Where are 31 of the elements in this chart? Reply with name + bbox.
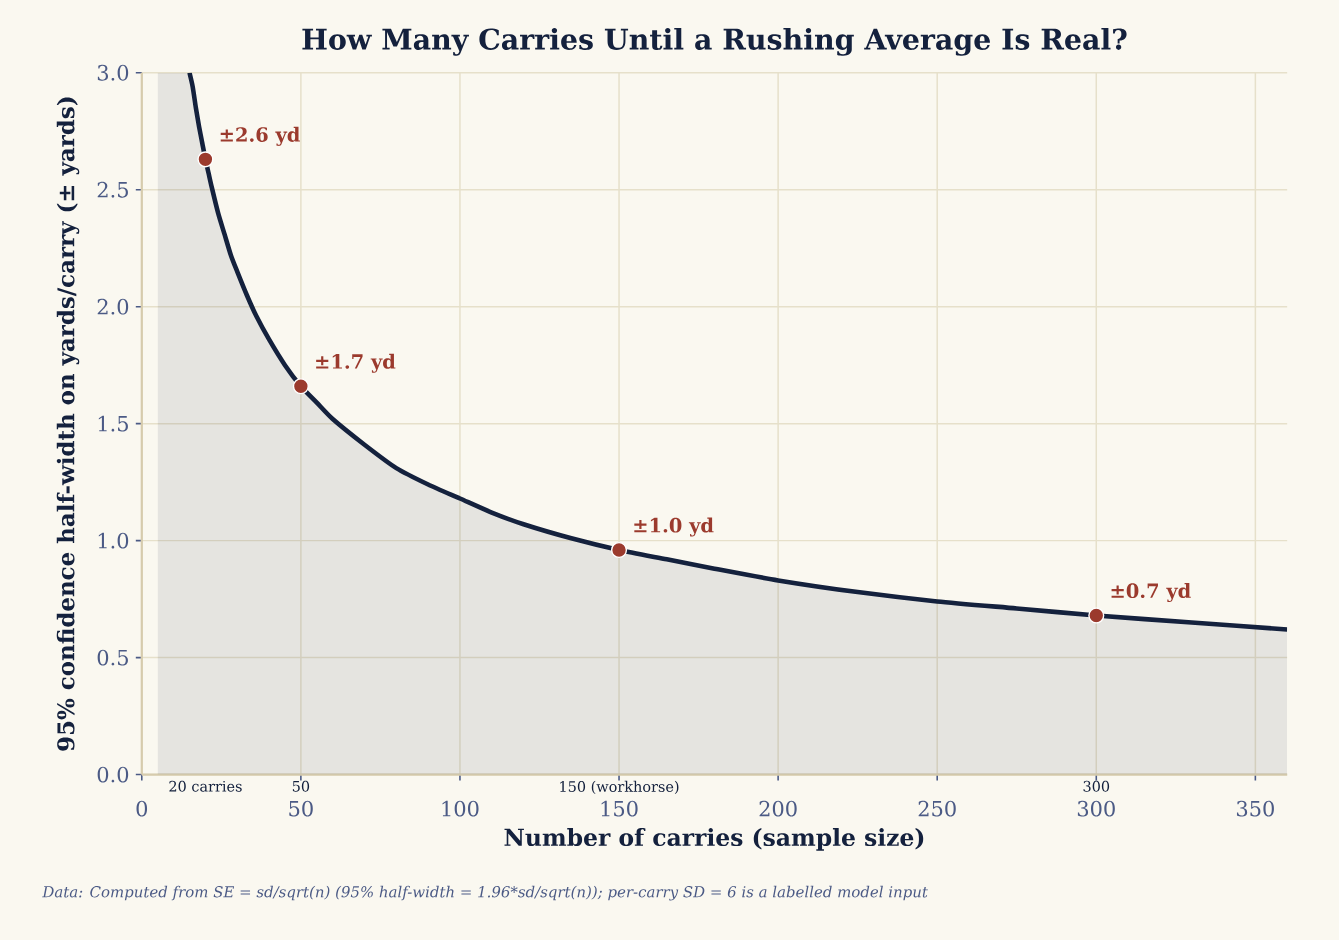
annotation: 20 carries [169,780,242,792]
point [197,151,214,168]
x-tick-label: 0 [136,800,148,817]
data-label: ±1.0 yd [634,517,714,537]
y-tick-label: 0.0 [97,766,129,783]
data-label: ±1.7 yd [316,353,396,373]
x-tick-label: 350 [1236,800,1274,817]
text: Data: Computed from SE = sd/sqrt(n) (95% half-width = 1.96*sd/sqrt(n)); per-carry SD = 6 is a labelled model input [42,885,928,901]
point [1088,607,1105,624]
point [610,541,628,559]
x-tick-label: 50 [289,800,313,817]
x-tick-label: 100 [442,800,479,817]
y-tick-label: 1.5 [98,415,128,432]
data-label: ±2.6 yd [220,126,300,146]
y-tick-label: 0.5 [97,649,128,666]
x-tick-label: 250 [918,800,956,817]
point [292,378,309,395]
x-axis-title: Number of carries (sample size) [504,827,924,851]
y-axis-title: 95% confidence half-width on yards/carry (± yards) [56,97,80,751]
y-tick-label: 2.0 [97,298,129,315]
y-tick-label: 2.5 [97,181,128,198]
chart-title: How Many Carries Until a Rushing Average Is Real? [302,27,1127,56]
annotation: 300 [1083,780,1110,792]
x-tick-label: 200 [759,800,797,817]
y-tick-label: 1.0 [98,532,129,549]
data-label: ±0.7 yd [1111,583,1191,603]
y-tick-label: 3.0 [97,64,129,81]
x-tick-label: 300 [1077,800,1115,817]
x-tick-label: 150 [601,800,638,817]
annotation: 50 [292,780,310,792]
annotation: 150 (workhorse) [560,780,679,795]
